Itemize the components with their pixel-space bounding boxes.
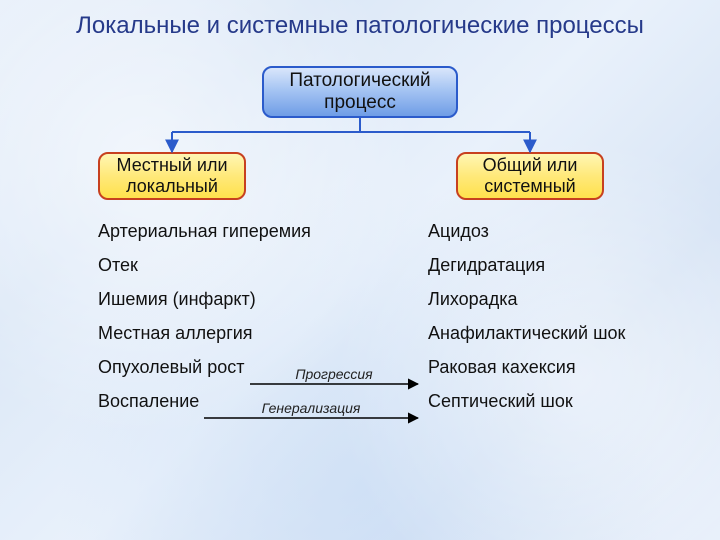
node-root: Патологическийпроцесс [262,66,458,118]
list-item: Раковая кахексия [428,350,708,384]
node-branch-systemic-label: Общий илисистемный [483,155,578,196]
list-item: Лихорадка [428,282,708,316]
list-systemic: Ацидоз Дегидратация Лихорадка Анафилакти… [428,214,708,418]
list-local: Артериальная гиперемия Отек Ишемия (инфа… [98,214,378,418]
node-branch-systemic: Общий илисистемный [456,152,604,200]
list-item: Ишемия (инфаркт) [98,282,378,316]
node-root-label: Патологическийпроцесс [289,70,430,114]
list-item: Септический шок [428,384,708,418]
tree-connector [172,118,530,152]
list-item: Артериальная гиперемия [98,214,378,248]
node-branch-local-label: Местный илилокальный [117,155,228,196]
list-item: Дегидратация [428,248,708,282]
cross-arrow-label: Прогрессия [264,366,404,382]
page-title: Локальные и системные патологические про… [0,12,720,40]
list-item: Ацидоз [428,214,708,248]
list-item: Анафилактический шок [428,316,708,350]
cross-arrow-label: Генерализация [241,400,381,416]
list-item: Местная аллергия [98,316,378,350]
node-branch-local: Местный илилокальный [98,152,246,200]
list-item: Отек [98,248,378,282]
